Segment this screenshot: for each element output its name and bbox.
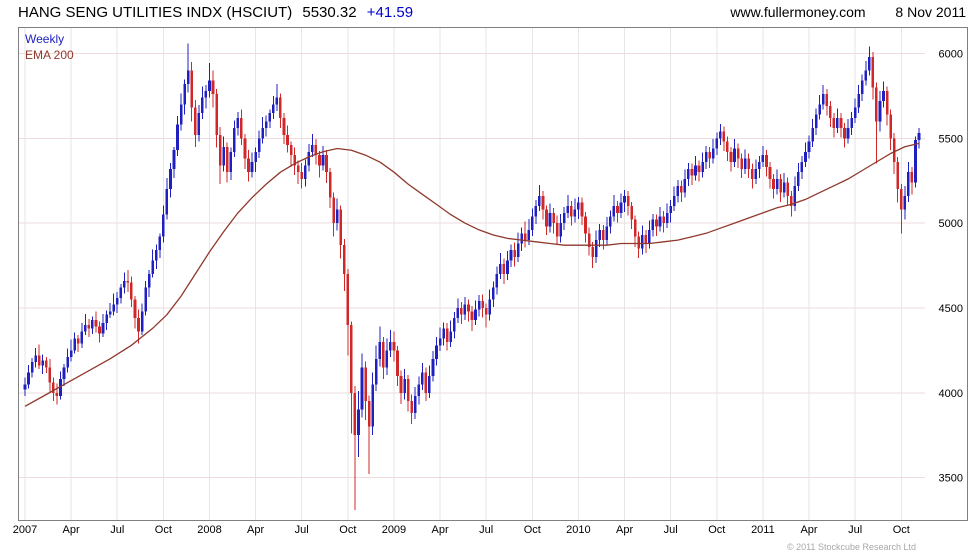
y-axis-label: 3500 xyxy=(939,473,963,485)
x-axis: 2007 Apr Jul Oct 2008 Apr Jul Oct 2009 Apr Jul Oct 2… xyxy=(0,524,980,539)
y-axis-label: 5000 xyxy=(939,218,963,230)
x-axis-label: Jul xyxy=(663,524,678,536)
y-axis-label: 6000 xyxy=(939,48,963,60)
x-axis-label: Apr xyxy=(247,524,265,536)
x-axis-label: Jul xyxy=(479,524,494,536)
chart-date: 8 Nov 2011 xyxy=(895,4,966,20)
x-axis-label: 2010 xyxy=(566,524,591,536)
x-axis-label: Apr xyxy=(615,524,634,536)
x-axis-label: Apr xyxy=(431,524,449,536)
x-axis-label: Oct xyxy=(892,524,910,536)
copyright-notice: © 2011 Stockcube Research Ltd xyxy=(786,542,916,552)
price-change: +41.59 xyxy=(366,4,414,21)
chart-frame: 3500 4000 4500 5000 5500 6000 Weekly EMA 200 xyxy=(18,27,968,521)
chart-legend: Weekly EMA 200 xyxy=(25,31,74,63)
x-axis-label: Oct xyxy=(523,524,541,536)
legend-ema: EMA 200 xyxy=(25,48,74,62)
x-axis-label: Oct xyxy=(339,524,357,536)
header-right-block: www.fullermoney.com 8 Nov 2011 xyxy=(730,4,966,20)
last-price: 5530.32 xyxy=(302,4,357,21)
x-axis-label: 2011 xyxy=(751,524,775,536)
x-axis-label: Jul xyxy=(294,524,309,536)
ema-line xyxy=(24,142,920,407)
y-axis-label: 4000 xyxy=(939,388,963,400)
instrument-title: HANG SENG UTILITIES INDX (HSCIUT) xyxy=(18,4,293,21)
x-axis-label: 2008 xyxy=(197,524,222,536)
x-axis-label: 2009 xyxy=(381,524,407,536)
website-link[interactable]: www.fullermoney.com xyxy=(730,4,866,20)
chart-header: HANG SENG UTILITIES INDX (HSCIUT) 5530.3… xyxy=(18,4,966,21)
x-axis-label: Oct xyxy=(154,524,172,536)
x-axis-label: Jul xyxy=(848,524,863,536)
y-axis-label: 5500 xyxy=(939,133,963,145)
x-axis-label: 2007 xyxy=(12,524,38,536)
x-axis-label: Jul xyxy=(110,524,125,536)
legend-weekly: Weekly xyxy=(25,32,65,46)
x-axis-label: Apr xyxy=(62,524,80,536)
instrument-title-block: HANG SENG UTILITIES INDX (HSCIUT) 5530.3… xyxy=(18,4,419,21)
x-axis-label: Oct xyxy=(708,524,726,536)
y-axis-label: 4500 xyxy=(939,303,963,315)
x-axis-label: Apr xyxy=(800,524,818,536)
candlestick-chart: 3500 4000 4500 5000 5500 6000 xyxy=(19,28,963,520)
